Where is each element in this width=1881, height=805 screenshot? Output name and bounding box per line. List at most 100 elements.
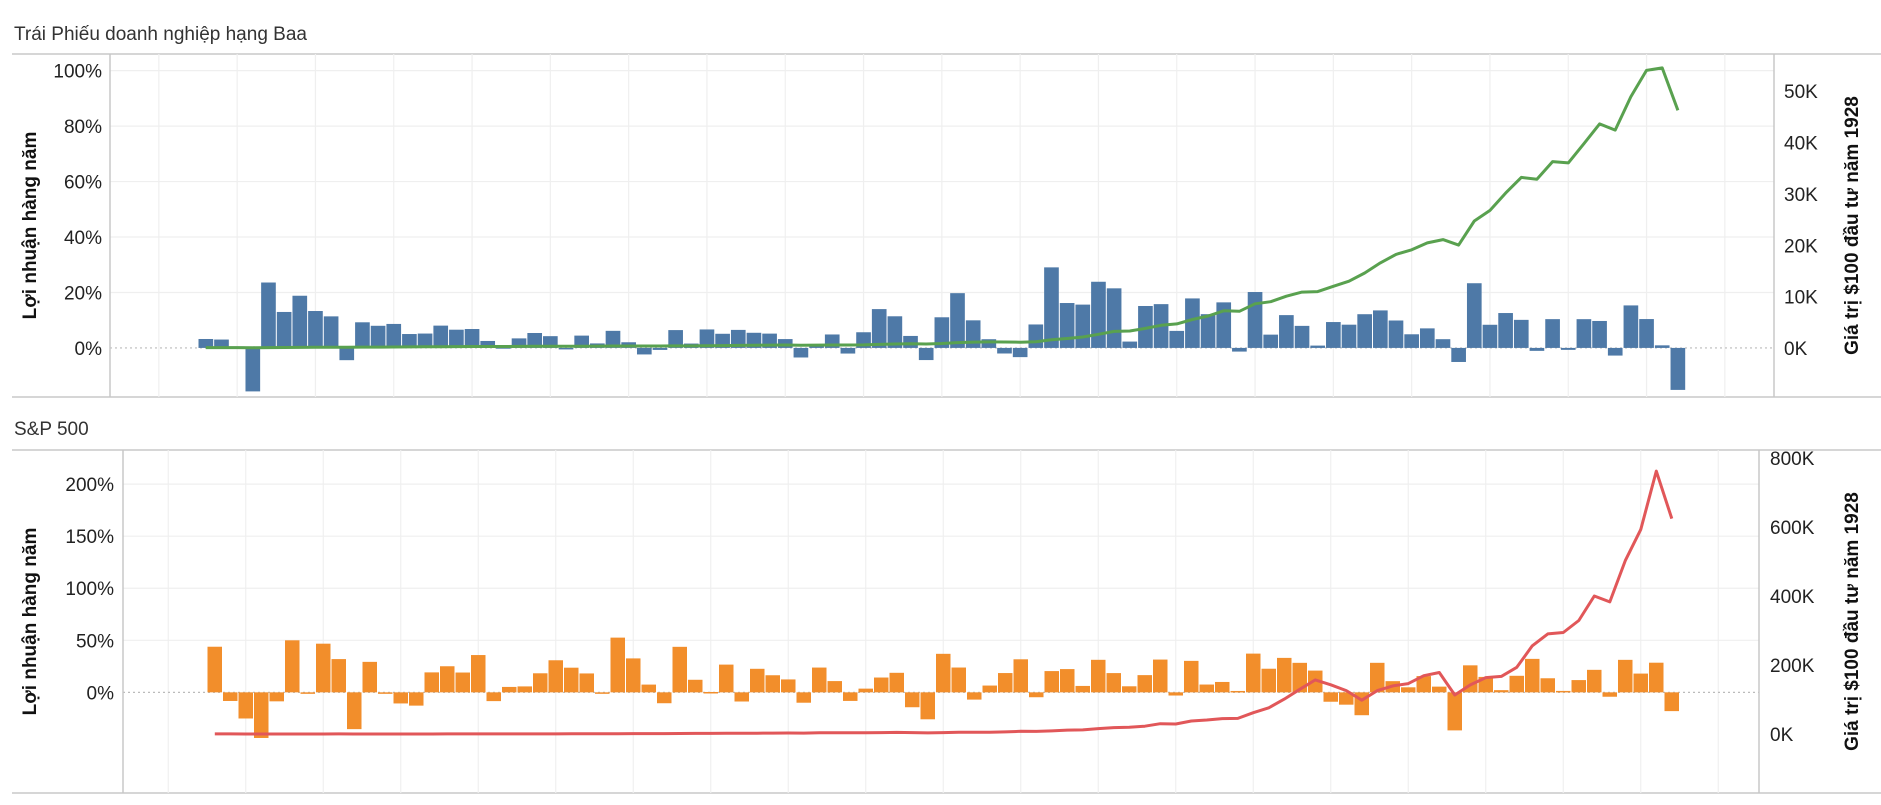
bar-1960 bbox=[699, 329, 715, 348]
bar-1998 bbox=[1292, 662, 1307, 693]
bar-1973 bbox=[905, 692, 920, 708]
y2-tick-label: 200K bbox=[1770, 656, 1815, 677]
bar-2012 bbox=[1509, 675, 1524, 693]
bar-2020 bbox=[1633, 673, 1648, 693]
bar-1978 bbox=[982, 685, 997, 693]
bar-2019 bbox=[1618, 659, 1633, 693]
bar-1935 bbox=[316, 643, 331, 693]
bar-1970 bbox=[858, 688, 873, 693]
bar-2000 bbox=[1326, 322, 1341, 348]
y-tick-label: 80% bbox=[64, 117, 102, 138]
bar-1956 bbox=[636, 347, 652, 355]
y2-tick-label: 600K bbox=[1770, 518, 1815, 539]
bar-1951 bbox=[558, 347, 574, 350]
bar-2003 bbox=[1370, 662, 1385, 693]
y2-tick-label: 800K bbox=[1770, 449, 1815, 470]
bar-2005 bbox=[1401, 687, 1416, 693]
bar-1998 bbox=[1294, 325, 1310, 348]
panel-title: S&P 500 bbox=[14, 419, 89, 440]
bar-1939 bbox=[378, 692, 393, 694]
bar-1935 bbox=[308, 311, 323, 348]
bar-2013 bbox=[1525, 658, 1540, 693]
bar-1969 bbox=[840, 347, 856, 354]
bar-2001 bbox=[1339, 692, 1354, 705]
bar-1928 bbox=[198, 338, 214, 348]
bar-1994 bbox=[1232, 347, 1247, 352]
bar-2011 bbox=[1498, 313, 1513, 348]
bar-1981 bbox=[1028, 324, 1044, 348]
bar-1934 bbox=[300, 692, 315, 694]
bar-1954 bbox=[605, 330, 621, 348]
bar-1962 bbox=[730, 329, 746, 348]
y-tick-label: 20% bbox=[64, 283, 102, 304]
bar-1948 bbox=[511, 338, 527, 348]
bar-2021 bbox=[1649, 662, 1664, 693]
bar-1967 bbox=[809, 345, 824, 348]
bar-1939 bbox=[370, 325, 386, 348]
bar-1931 bbox=[245, 347, 261, 392]
bar-1971 bbox=[874, 677, 889, 693]
bar-1987 bbox=[1122, 686, 1137, 693]
bar-2018 bbox=[1602, 692, 1617, 697]
panel-title: Trái Phiếu doanh nghiệp hạng Baa bbox=[14, 24, 307, 45]
bar-1997 bbox=[1277, 657, 1292, 693]
bar-2018 bbox=[1607, 347, 1623, 356]
bar-1946 bbox=[486, 692, 501, 702]
bar-1979 bbox=[997, 347, 1012, 354]
bar-2022 bbox=[1670, 347, 1686, 390]
bar-1991 bbox=[1184, 660, 1199, 693]
y-tick-label: 200% bbox=[65, 475, 114, 496]
bar-1938 bbox=[362, 661, 377, 693]
bar-1937 bbox=[347, 692, 362, 730]
bar-1976 bbox=[950, 293, 965, 348]
bar-1995 bbox=[1247, 292, 1263, 348]
bar-1943 bbox=[433, 325, 449, 348]
bar-1989 bbox=[1153, 659, 1168, 693]
y2-tick-label: 20K bbox=[1784, 236, 1818, 257]
bar-1978 bbox=[981, 339, 997, 348]
bar-1940 bbox=[393, 692, 408, 704]
bar-2011 bbox=[1494, 690, 1509, 693]
bar-1992 bbox=[1199, 684, 1214, 693]
y2-tick-label: 40K bbox=[1784, 133, 1818, 154]
bar-1991 bbox=[1185, 298, 1200, 348]
bar-2003 bbox=[1373, 310, 1388, 348]
bar-1990 bbox=[1169, 330, 1185, 348]
y2-tick-label: 400K bbox=[1770, 587, 1815, 608]
y-axis-title: Lợi nhuận hàng năm bbox=[20, 132, 41, 320]
y-tick-label: 0% bbox=[75, 339, 103, 360]
y-tick-label: 150% bbox=[65, 527, 114, 548]
bar-1986 bbox=[1106, 288, 1122, 348]
y2-tick-label: 0K bbox=[1784, 339, 1808, 360]
bar-1948 bbox=[517, 686, 532, 693]
bar-1940 bbox=[386, 323, 402, 348]
y-tick-label: 60% bbox=[64, 173, 102, 194]
bar-1950 bbox=[548, 660, 563, 693]
bar-1997 bbox=[1279, 315, 1294, 348]
bar-1967 bbox=[812, 667, 827, 693]
bar-2007 bbox=[1432, 686, 1447, 693]
y2-axis-title: Giá trị $100 đầu tư năm 1928 bbox=[1842, 96, 1863, 355]
bar-2014 bbox=[1540, 678, 1555, 693]
bar-1993 bbox=[1216, 302, 1232, 348]
y2-tick-label: 30K bbox=[1784, 185, 1818, 206]
bar-2020 bbox=[1639, 319, 1654, 348]
bar-1957 bbox=[652, 347, 668, 350]
y-tick-label: 100% bbox=[53, 62, 102, 83]
bar-2015 bbox=[1556, 690, 1571, 693]
bar-1931 bbox=[254, 692, 269, 738]
bar-2002 bbox=[1357, 314, 1372, 348]
bar-2017 bbox=[1587, 669, 1602, 693]
bar-2019 bbox=[1623, 305, 1639, 348]
bar-2017 bbox=[1592, 320, 1607, 348]
bar-1983 bbox=[1059, 303, 1075, 348]
bar-2015 bbox=[1560, 347, 1576, 350]
bar-1985 bbox=[1091, 659, 1106, 693]
bar-1958 bbox=[668, 330, 683, 348]
bar-1929 bbox=[223, 692, 238, 701]
bar-1993 bbox=[1215, 681, 1230, 693]
bar-1977 bbox=[967, 692, 982, 700]
bar-2013 bbox=[1529, 347, 1545, 351]
bar-1944 bbox=[455, 672, 470, 693]
